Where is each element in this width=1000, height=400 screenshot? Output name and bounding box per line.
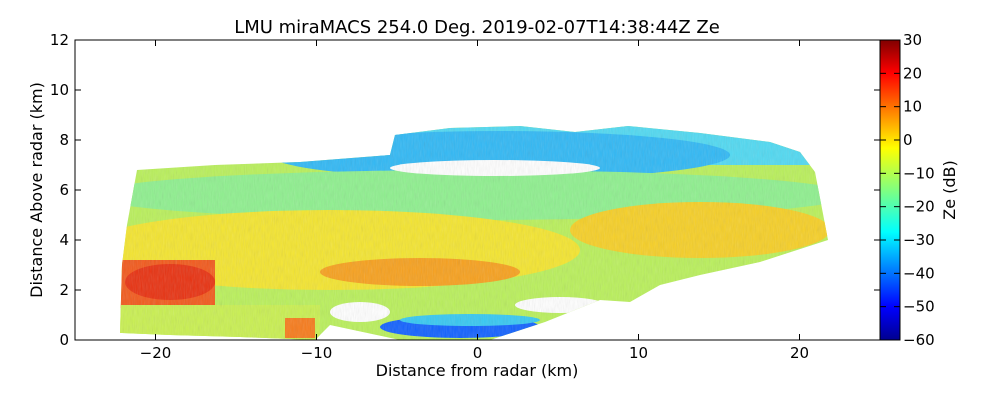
colorbar-label: Ze (dB): [940, 160, 959, 220]
colorbar-tick-label: 30: [903, 31, 922, 49]
colorbar-ticks: −60 −50 −40 −30 −20 −10 0 10 20 30: [880, 31, 935, 349]
colorbar-tick-label: 10: [903, 98, 922, 116]
x-tick-label: 10: [629, 344, 648, 362]
y-tick-label: 10: [50, 81, 69, 99]
colorbar-tick-label: −10: [903, 164, 935, 182]
colorbar-tick-label: −20: [903, 198, 935, 216]
x-tick-label: 0: [473, 344, 483, 362]
colorbar-tick-label: −60: [903, 331, 935, 349]
colorbar-tick-label: −30: [903, 231, 935, 249]
y-axis-label: Distance Above radar (km): [27, 82, 46, 298]
echo-speckle: [120, 126, 828, 340]
colorbar-gradient: [879, 39, 901, 341]
radar-echo: [120, 126, 828, 340]
chart-title: LMU miraMACS 254.0 Deg. 2019-02-07T14:38…: [234, 17, 720, 38]
colorbar-tick-label: −50: [903, 298, 935, 316]
y-tick-label: 8: [59, 131, 69, 149]
x-tick-label: −10: [301, 344, 333, 362]
x-tick-label: 20: [790, 344, 809, 362]
y-tick-label: 6: [59, 181, 69, 199]
x-axis: −20 −10 0 10 20: [140, 40, 809, 362]
x-axis-label: Distance from radar (km): [376, 361, 579, 380]
plot-area: [120, 126, 828, 340]
y-tick-label: 2: [59, 281, 69, 299]
y-tick-label: 4: [59, 231, 69, 249]
x-tick-label: −20: [140, 344, 172, 362]
colorbar-tick-label: 0: [903, 131, 913, 149]
y-tick-label: 12: [50, 31, 69, 49]
y-tick-label: 0: [59, 331, 69, 349]
colorbar-tick-label: 20: [903, 64, 922, 82]
y-axis: 0 2 4 6 8 10 12: [50, 31, 880, 349]
colorbar-tick-label: −40: [903, 264, 935, 282]
colorbar: −60 −50 −40 −30 −20 −10 0 10 20 30 Ze (dB): [879, 31, 959, 349]
